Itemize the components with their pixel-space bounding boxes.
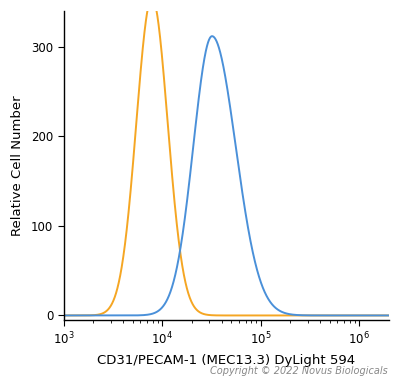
X-axis label: CD31/PECAM-1 (MEC13.3) DyLight 594: CD31/PECAM-1 (MEC13.3) DyLight 594	[97, 354, 355, 367]
Text: Copyright © 2022 Novus Biologicals: Copyright © 2022 Novus Biologicals	[210, 366, 388, 376]
Y-axis label: Relative Cell Number: Relative Cell Number	[11, 95, 24, 236]
